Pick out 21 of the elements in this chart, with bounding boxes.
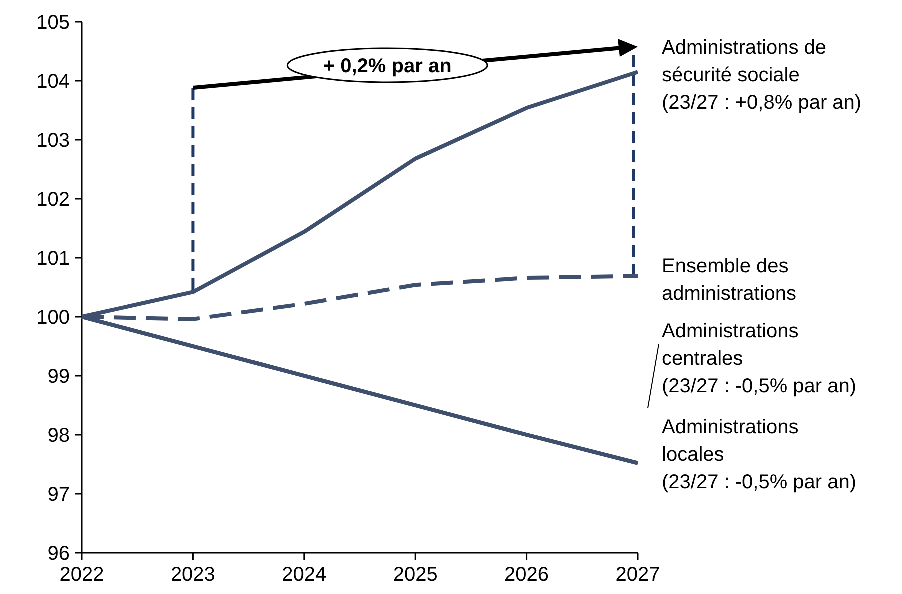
y-tick-label: 96	[48, 543, 70, 565]
y-tick-label: 105	[36, 12, 70, 34]
series-label: Ensemble des administrations	[662, 255, 797, 305]
y-tick-label: 99	[48, 366, 70, 388]
x-tick-label: 2026	[504, 564, 550, 586]
y-tick-label: 104	[36, 71, 70, 93]
series-label: Administrations de sécurité sociale (23/27 : +0,8% par an)	[662, 37, 862, 114]
y-tick-label: 103	[36, 130, 70, 152]
x-tick-label: 2025	[393, 564, 438, 586]
x-tick-label: 2024	[282, 564, 327, 586]
x-tick-label: 2027	[616, 564, 660, 586]
y-tick-label: 98	[48, 425, 70, 447]
y-tick-label: 97	[48, 484, 70, 506]
text: Administrations centrales (23/27 : -0,5% par an)	[662, 320, 857, 398]
x-tick-label: 2022	[60, 564, 104, 586]
y-tick-label: 101	[36, 248, 70, 270]
y-tick-label: 102	[36, 189, 70, 211]
series-label: Administrations locales (23/27 : -0,5% par an)	[662, 416, 857, 494]
x-tick-label: 2023	[170, 564, 216, 586]
annotation: + 0,2% par an	[323, 56, 452, 78]
y-tick-label: 100	[36, 307, 70, 329]
